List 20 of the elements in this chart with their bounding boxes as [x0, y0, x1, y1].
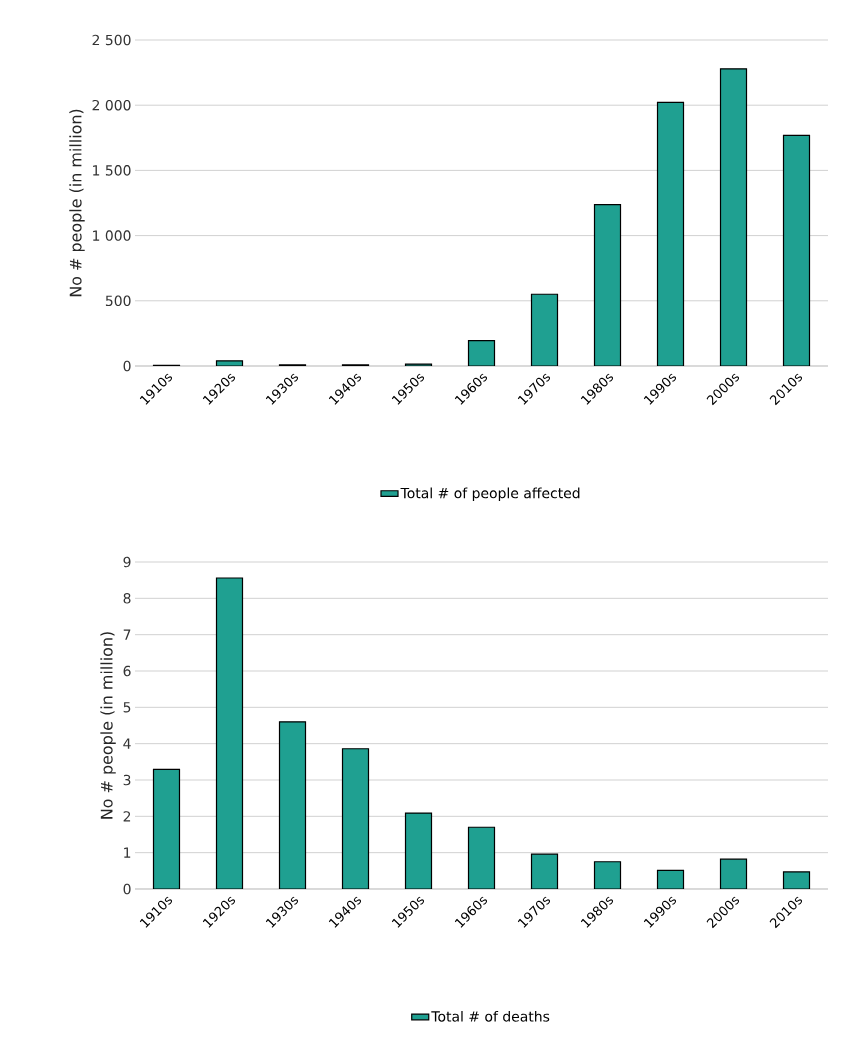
y-tick-label: 9 [123, 556, 131, 568]
legend-label: Total # of people affected [400, 487, 580, 502]
y-tick-label: 5 [123, 702, 131, 713]
y-tick-label: 7 [123, 629, 131, 640]
y-tick-label: 8 [123, 593, 131, 604]
y-tick-label: 2 000 [92, 99, 131, 111]
y-axis-title: No # people (in million) [100, 632, 116, 819]
y-tick-label: 1 000 [93, 230, 131, 241]
y-tick-label: 1 [124, 847, 131, 858]
legend-label: Total # of deaths [431, 1010, 550, 1022]
y-tick-label: 2 [123, 811, 131, 822]
y-tick-label: 0 [123, 360, 131, 372]
y-tick-label: 3 [123, 774, 131, 786]
y-tick-label: 6 [123, 665, 131, 677]
y-tick-label: 4 [123, 738, 131, 749]
y-axis-title: No # people (in million) [69, 109, 85, 297]
y-tick-label: 500 [105, 295, 131, 307]
y-tick-label: 1 500 [93, 165, 131, 176]
y-tick-label: 0 [123, 883, 131, 895]
y-tick-label: 2 500 [92, 34, 131, 46]
